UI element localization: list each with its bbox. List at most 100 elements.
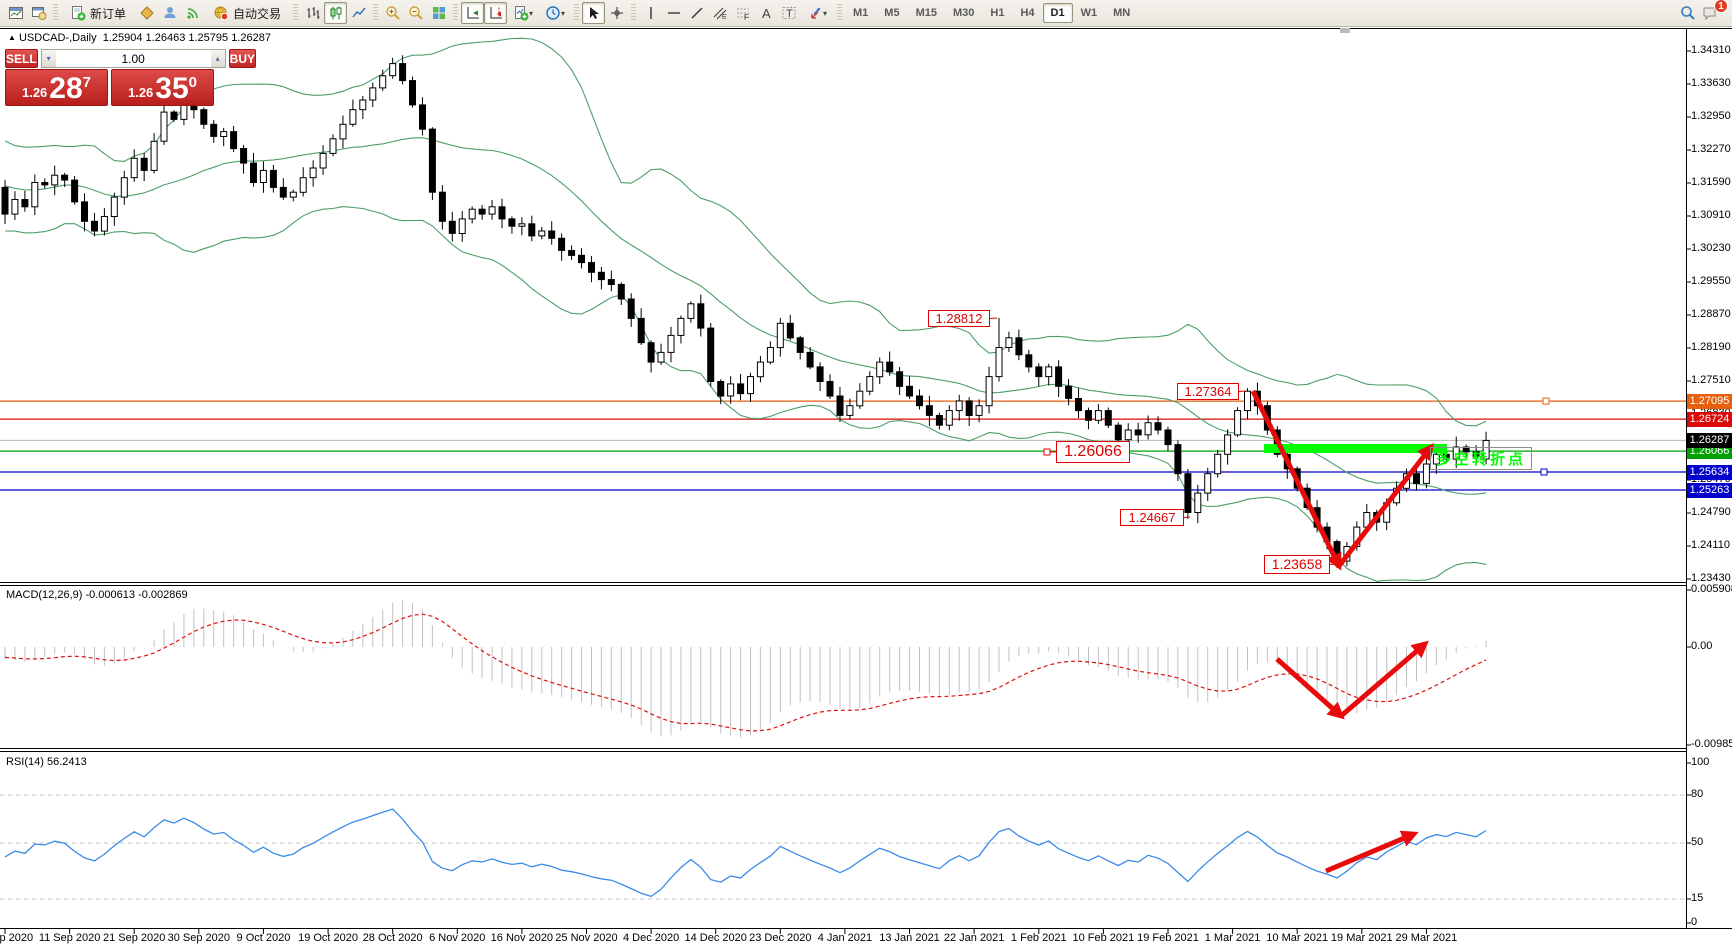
crosshair-button[interactable]	[605, 2, 628, 24]
zoom-out-button[interactable]	[404, 2, 427, 24]
time-axis-label[interactable]: 19 Oct 2020	[298, 932, 359, 944]
turning-point-band[interactable]	[1264, 444, 1447, 453]
price-axis-tick: 1.27510	[1691, 374, 1731, 386]
time-axis-label[interactable]: 1 Feb 2021	[1010, 932, 1067, 944]
macd-pane-separator[interactable]	[0, 582, 1686, 586]
timeframe-m15-button[interactable]: M15	[908, 3, 945, 23]
timeframe-m30-button[interactable]: M30	[945, 3, 982, 23]
line-handle[interactable]	[1540, 468, 1548, 476]
trend-arrow[interactable]	[1337, 442, 1435, 568]
time-axis-label[interactable]: 1 Mar 2021	[1204, 932, 1261, 944]
time-axis-label[interactable]: 25 Nov 2020	[555, 932, 618, 944]
trend-arrow[interactable]	[1250, 389, 1342, 571]
chart-profiles-icon	[31, 7, 46, 20]
mql5-community-button[interactable]	[158, 2, 181, 24]
timeframe-w1-button[interactable]: W1	[1073, 3, 1106, 23]
search-button[interactable]	[1676, 2, 1699, 24]
time-axis-label[interactable]: 22 Jan 2021	[943, 932, 1005, 944]
trendline-button[interactable]	[685, 2, 708, 24]
trend-arrow[interactable]	[1339, 640, 1429, 718]
time-axis-label[interactable]: 28 Oct 2020	[362, 932, 423, 944]
autotrading-button[interactable]: 自动交易	[204, 2, 290, 24]
text-button[interactable]: A	[754, 2, 777, 24]
price-callout-label[interactable]: 1.23658	[1264, 555, 1330, 574]
rsi-pane-separator[interactable]	[0, 748, 1686, 752]
arrows-shapes-button[interactable]: ▾	[800, 2, 834, 24]
time-axis-label[interactable]: 14 Dec 2020	[684, 932, 747, 944]
line-chart-button[interactable]	[347, 2, 370, 24]
cursor-button[interactable]	[582, 2, 605, 24]
vertical-line-button[interactable]	[639, 2, 662, 24]
signals-icon	[186, 8, 198, 19]
timeframe-m5-button[interactable]: M5	[876, 3, 907, 23]
bar-chart-button[interactable]	[301, 2, 324, 24]
time-axis-label[interactable]: 2 Sep 2020	[0, 932, 34, 944]
volume-decrease-button[interactable]: ▾	[41, 50, 56, 67]
price-axis-tick: 1.34310	[1691, 44, 1731, 56]
turning-point-label[interactable]: 多空转折点	[1430, 447, 1533, 470]
tile-windows-button[interactable]	[427, 2, 450, 24]
time-axis-label[interactable]: 9 Oct 2020	[236, 932, 291, 944]
buy-button[interactable]: BUY	[228, 49, 257, 68]
time-axis-label[interactable]: 29 Mar 2021	[1395, 932, 1458, 944]
line-handle[interactable]	[1542, 397, 1550, 405]
sell-price[interactable]: 1.26 28 7	[5, 69, 108, 106]
fibonacci-button[interactable]: F	[731, 2, 754, 24]
buy-price[interactable]: 1.26 35 0	[111, 69, 214, 106]
price-axis-tick: 1.30230	[1691, 242, 1731, 254]
time-axis-label[interactable]: 19 Mar 2021	[1330, 932, 1393, 944]
time-axis-label[interactable]: 13 Jan 2021	[879, 932, 940, 944]
chart-profiles-button[interactable]	[27, 2, 50, 24]
horizontal-line-button[interactable]	[662, 2, 685, 24]
time-axis-label[interactable]: 6 Nov 2020	[429, 932, 486, 944]
candlestick-chart-button[interactable]	[324, 2, 347, 24]
time-axis-label[interactable]: 4 Dec 2020	[622, 932, 680, 944]
auto-scroll-button[interactable]	[461, 2, 484, 24]
time-axis-label[interactable]: 21 Sep 2020	[103, 932, 166, 944]
time-axis-label[interactable]: 4 Jan 2021	[817, 932, 873, 944]
crosshair-icon	[610, 7, 623, 19]
notifications-button[interactable]: 1	[1699, 0, 1728, 24]
svg-text:E: E	[722, 14, 727, 21]
price-axis-tick: 1.32950	[1691, 110, 1731, 122]
indicators-button[interactable]: ▾	[507, 2, 539, 24]
new-order-button[interactable]: 新订单	[61, 2, 135, 24]
text-label-button[interactable]: T	[777, 2, 800, 24]
metaeditor-button[interactable]	[135, 2, 158, 24]
volume-input[interactable]	[55, 50, 211, 67]
vertical-line-icon	[649, 7, 652, 19]
price-callout-label[interactable]: 1.26066	[1056, 441, 1130, 463]
time-axis-label[interactable]: 11 Sep 2020	[38, 932, 101, 944]
candlestick-chart-icon	[330, 6, 341, 20]
price-callout-label[interactable]: 1.27364	[1177, 383, 1239, 400]
zoom-in-button[interactable]	[381, 2, 404, 24]
price-callout-label[interactable]: 1.28812	[928, 310, 990, 327]
trend-arrow[interactable]	[1275, 657, 1345, 720]
timeframe-mn-button[interactable]: MN	[1105, 3, 1138, 23]
one-click-trading-panel: SELL ▾ ▴ BUY 1.26 28 7 1.26 35 0	[5, 49, 257, 106]
arrows-shapes-icon	[811, 7, 821, 19]
indicators-icon	[514, 6, 529, 21]
pane-splitter-grip[interactable]	[1340, 28, 1350, 33]
new-chart-button[interactable]	[4, 2, 27, 24]
trend-arrow[interactable]	[1325, 830, 1419, 874]
collapse-icon[interactable]: ▲	[8, 33, 16, 42]
timeframe-h1-button[interactable]: H1	[982, 3, 1012, 23]
equidistant-channel-button[interactable]: E	[708, 2, 731, 24]
chart-shift-button[interactable]	[484, 2, 507, 24]
volume-increase-button[interactable]: ▴	[210, 50, 225, 67]
time-axis-label[interactable]: 10 Mar 2021	[1266, 932, 1329, 944]
time-axis-label[interactable]: 16 Nov 2020	[490, 932, 554, 944]
time-axis-label[interactable]: 10 Feb 2021	[1072, 932, 1135, 944]
periods-button[interactable]: ▾	[539, 2, 571, 24]
price-callout-label[interactable]: 1.24667	[1120, 509, 1184, 526]
timeframe-d1-button[interactable]: D1	[1042, 3, 1073, 23]
signals-button[interactable]	[181, 2, 204, 24]
timeframe-m1-button[interactable]: M1	[845, 3, 876, 23]
time-axis-label[interactable]: 23 Dec 2020	[749, 932, 812, 944]
sell-button[interactable]: SELL	[5, 49, 38, 68]
timeframe-h4-button[interactable]: H4	[1012, 3, 1042, 23]
time-axis-label[interactable]: 19 Feb 2021	[1137, 932, 1199, 944]
time-axis-label[interactable]: 30 Sep 2020	[167, 932, 231, 944]
